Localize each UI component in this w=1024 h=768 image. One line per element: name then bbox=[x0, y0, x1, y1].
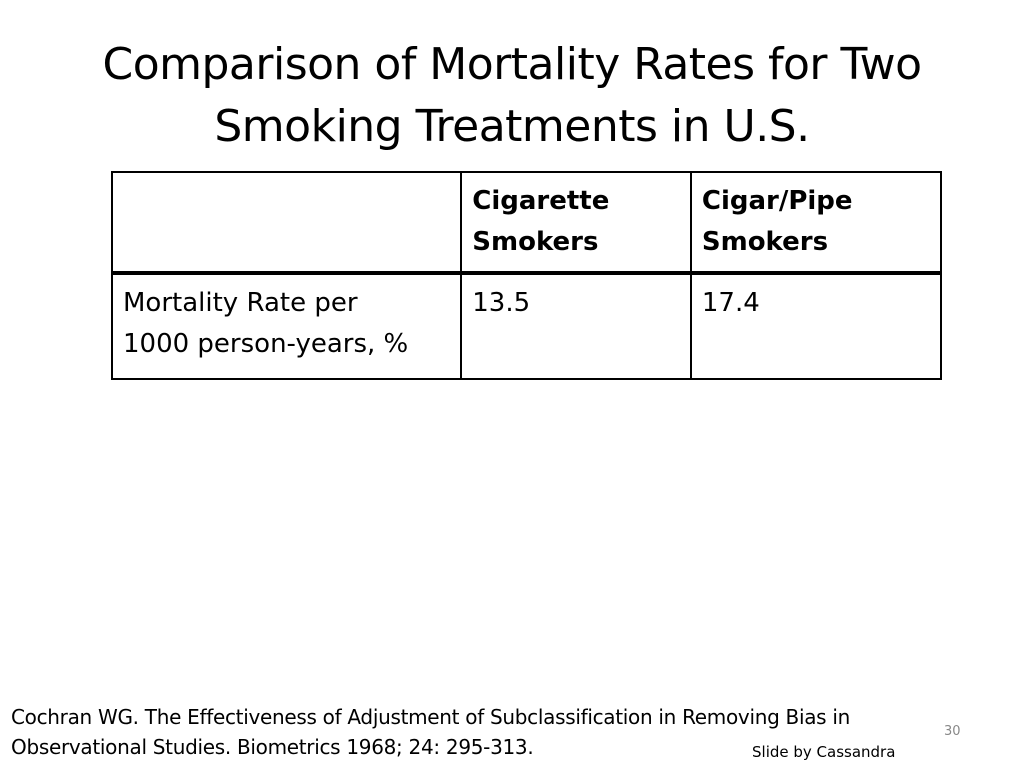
cell-cigar-pipe-mortality: 17.4 bbox=[689, 272, 943, 380]
slide-title-line-2: Smoking Treatments in U.S. bbox=[214, 101, 810, 152]
slide-title-line-1: Comparison of Mortality Rates for Two bbox=[102, 39, 922, 90]
header-cigar-pipe-line-1: Cigar/Pipe bbox=[701, 186, 853, 216]
table-header-empty-cell bbox=[110, 171, 463, 275]
header-cigarette-line-2: Smokers bbox=[472, 227, 599, 257]
header-cigarette-line-1: Cigarette bbox=[472, 186, 610, 216]
table-row: Mortality Rate per 1000 person-years, % … bbox=[110, 272, 943, 380]
slide-page-number: 30 bbox=[944, 724, 961, 739]
table-header-cigarette-smokers: Cigarette Smokers bbox=[460, 171, 692, 275]
citation-line-1: Cochran WG. The Effectiveness of Adjustm… bbox=[11, 705, 850, 729]
table-header-cigar-pipe-smokers: Cigar/Pipe Smokers bbox=[689, 171, 943, 275]
row-label-line-1: Mortality Rate per bbox=[123, 288, 358, 318]
row-label-mortality-rate: Mortality Rate per 1000 person-years, % bbox=[110, 272, 463, 380]
citation-reference: Cochran WG. The Effectiveness of Adjustm… bbox=[11, 702, 931, 762]
table-header-row: Cigarette Smokers Cigar/Pipe Smokers bbox=[110, 171, 943, 275]
slide-title: Comparison of Mortality Rates for Two Sm… bbox=[0, 34, 1024, 158]
mortality-comparison-table: Cigarette Smokers Cigar/Pipe Smokers Mor… bbox=[110, 171, 943, 380]
cell-cigarette-mortality: 13.5 bbox=[460, 272, 692, 380]
slide-credit: Slide by Cassandra bbox=[752, 743, 896, 761]
citation-line-2: Observational Studies. Biometrics 1968; … bbox=[11, 735, 534, 759]
header-cigar-pipe-line-2: Smokers bbox=[701, 227, 829, 257]
row-label-line-2: 1000 person-years, % bbox=[123, 329, 409, 359]
